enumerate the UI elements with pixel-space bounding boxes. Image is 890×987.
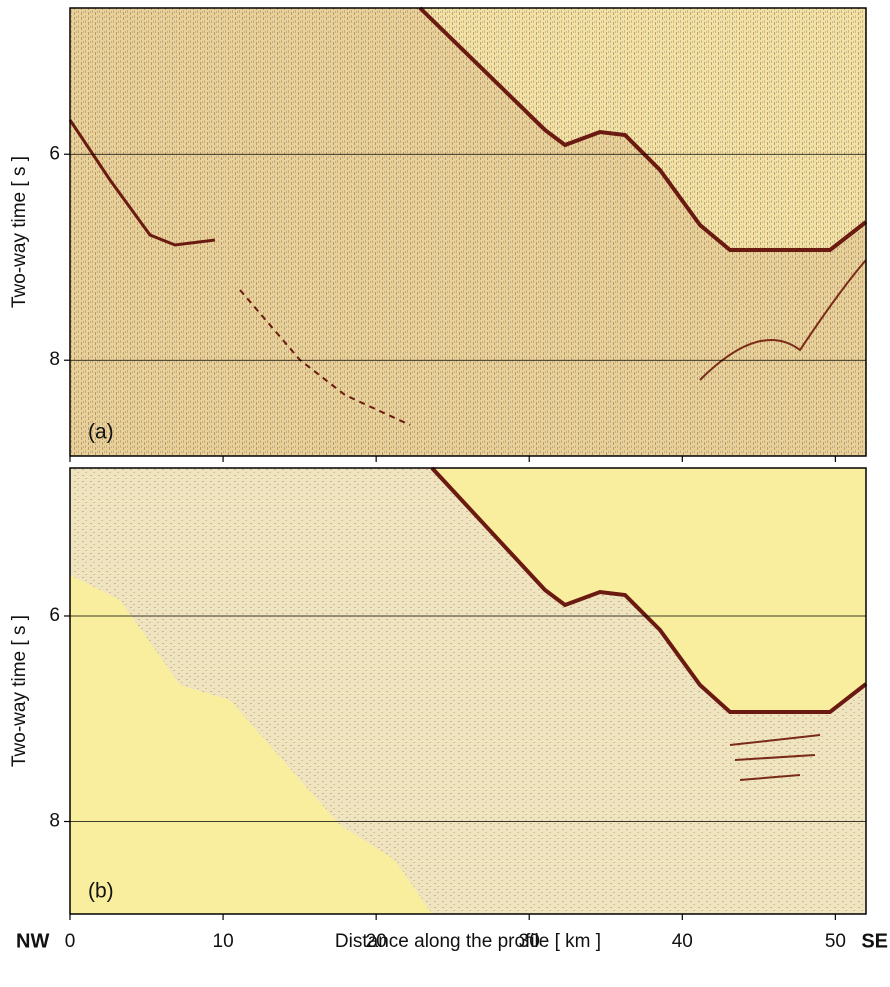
panel-label: (a) — [88, 421, 114, 444]
x-tick-label: 40 — [672, 931, 693, 952]
y-tick-label: 6 — [49, 143, 60, 164]
y-axis-label: Two-way time [ s ] — [9, 615, 30, 767]
seismic-image-a — [68, 6, 868, 456]
direction-label: SE — [861, 930, 888, 952]
seismic-image-b — [70, 466, 868, 914]
y-tick-label: 8 — [49, 811, 60, 832]
x-tick-label: 20 — [366, 931, 387, 952]
frame-b — [69, 467, 867, 915]
frame-a — [69, 7, 867, 457]
y-tick-label: 6 — [49, 605, 60, 626]
x-tick-label: 50 — [825, 931, 846, 952]
panel-label: (b) — [88, 880, 114, 903]
y-axis-label: Two-way time [ s ] — [9, 156, 30, 308]
x-tick-label: 0 — [65, 931, 76, 952]
x-tick-label: 30 — [519, 931, 540, 952]
x-tick-label: 10 — [213, 931, 234, 952]
x-axis-label: Distance along the profile [ km ] — [335, 931, 601, 952]
direction-label: NW — [16, 930, 49, 952]
y-tick-label: 8 — [49, 349, 60, 370]
